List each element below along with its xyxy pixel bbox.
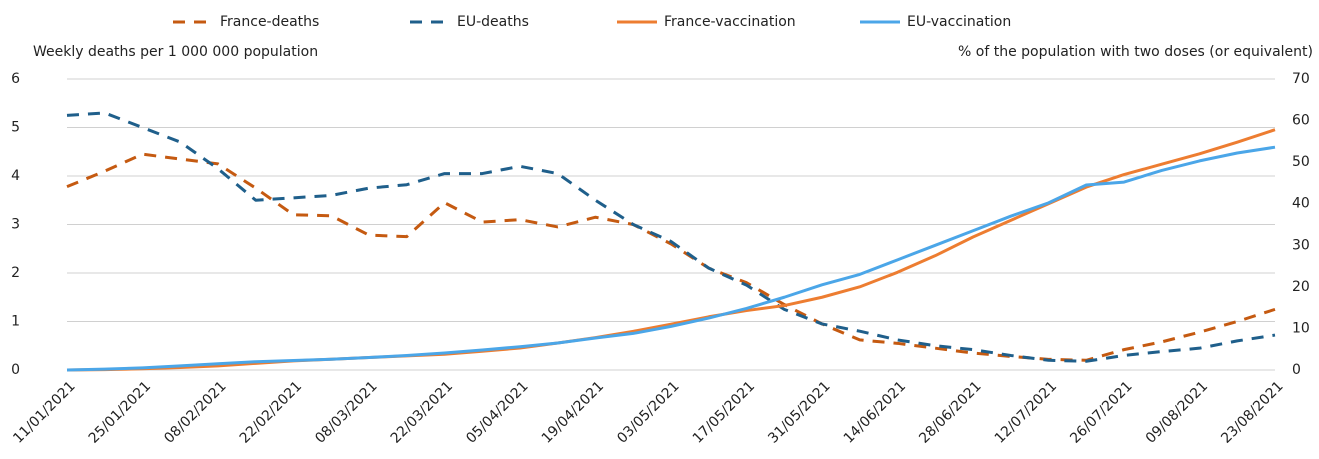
- x-tick-label: 26/07/2021: [1067, 378, 1135, 446]
- y-tick-label: 4: [11, 168, 20, 184]
- x-tick-label: 17/05/2021: [690, 378, 758, 446]
- series-line: [66, 128, 1276, 372]
- y2-tick-label: 40: [1292, 196, 1310, 212]
- x-tick-label: 14/06/2021: [841, 378, 909, 446]
- x-tick-label: 05/04/2021: [463, 378, 531, 446]
- y-tick-label: 6: [11, 71, 20, 87]
- series-line: [66, 145, 1276, 372]
- y-tick-label: 1: [11, 314, 20, 330]
- x-tick-label: 25/01/2021: [86, 378, 154, 446]
- y-axis-label: Weekly deaths per 1 000 000 population: [33, 44, 318, 60]
- y-tick-label: 0: [11, 362, 20, 378]
- y2-tick-label: 0: [1292, 362, 1301, 378]
- y2-tick-label: 30: [1292, 237, 1310, 253]
- series-line: [66, 111, 1276, 363]
- x-tick-label: 03/05/2021: [614, 378, 682, 446]
- legend-label: EU-vaccination: [907, 14, 1011, 30]
- x-tick-label: 28/06/2021: [916, 378, 984, 446]
- y2-tick-label: 20: [1292, 279, 1310, 295]
- x-tick-label: 23/08/2021: [1218, 378, 1286, 446]
- y-tick-label: 3: [11, 217, 20, 233]
- x-tick-label: 11/01/2021: [10, 378, 78, 446]
- y-tick-label: 2: [11, 265, 20, 281]
- x-tick-label: 09/08/2021: [1143, 378, 1211, 446]
- y2-tick-label: 50: [1292, 154, 1310, 170]
- legend-label: EU-deaths: [457, 14, 529, 30]
- y2-tick-label: 70: [1292, 71, 1310, 87]
- y2-tick-label: 60: [1292, 113, 1310, 129]
- y-tick-label: 5: [11, 120, 20, 136]
- x-tick-label: 12/07/2021: [992, 378, 1060, 446]
- x-tick-label: 22/02/2021: [237, 378, 305, 446]
- legend-label: France-vaccination: [664, 14, 796, 30]
- x-tick-label: 19/04/2021: [539, 378, 607, 446]
- y2-axis-label: % of the population with two doses (or e…: [958, 44, 1313, 60]
- y2-tick-label: 10: [1292, 320, 1310, 336]
- x-tick-label: 22/03/2021: [388, 378, 456, 446]
- x-tick-label: 08/03/2021: [312, 378, 380, 446]
- x-tick-label: 31/05/2021: [765, 378, 833, 446]
- x-tick-label: 08/02/2021: [161, 378, 229, 446]
- series-line: [66, 152, 1276, 362]
- legend-label: France-deaths: [220, 14, 319, 30]
